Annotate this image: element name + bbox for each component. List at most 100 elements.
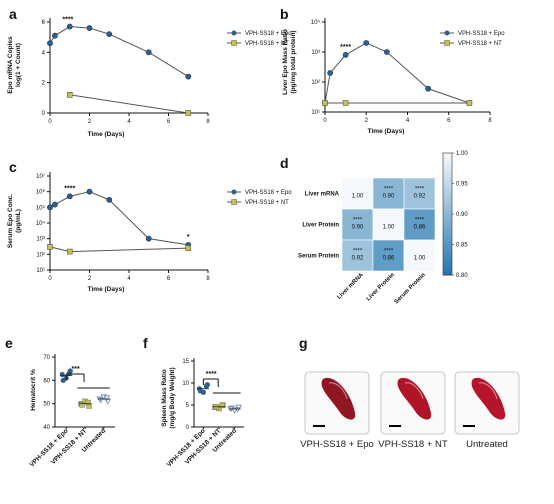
legend-marker-nt	[231, 40, 237, 46]
y-tick-label: 50	[43, 402, 50, 408]
spleen-highlight	[404, 382, 424, 400]
x-tick-label: 8	[488, 118, 492, 124]
y-tick-label: 0	[42, 111, 46, 117]
point-nt	[219, 402, 225, 409]
colorbar-segment	[443, 177, 452, 181]
heatmap-row-label: Liver Protein	[302, 223, 339, 229]
data-point-nt	[342, 100, 349, 106]
photo-card	[380, 371, 446, 435]
data-point-nt	[185, 110, 192, 116]
y-tick-label: 6	[42, 20, 46, 26]
legend-label: VPH-SS18 + Epo	[458, 31, 505, 37]
point-epo	[197, 388, 203, 394]
x-tick-label: 0	[48, 276, 52, 282]
data-point-epo	[106, 196, 113, 203]
colorbar-segment	[443, 235, 452, 239]
c-ylabel: Serum Epo Conc.(pg/mL)	[7, 194, 22, 248]
y-tick-label: 10²	[311, 80, 320, 86]
colorbar-segment	[443, 259, 452, 264]
legend-marker-epo	[444, 30, 450, 36]
point-untreated	[103, 395, 111, 402]
heatmap-star: ****	[384, 187, 394, 193]
photo-card	[454, 371, 520, 435]
colorbar-segment	[443, 159, 452, 163]
heatmap-row-label: Liver mRNA	[305, 192, 340, 198]
colorbar-segment	[443, 186, 452, 191]
colorbar-segment	[443, 183, 452, 188]
colorbar-segment	[443, 171, 452, 175]
spleen-image	[471, 377, 506, 420]
colorbar-segment	[443, 162, 452, 166]
significance-mark: ****	[340, 44, 351, 51]
colorbar-tick-label: 1.00	[456, 151, 468, 157]
spleen-highlight	[328, 382, 348, 400]
y-tick-label: 10¹	[36, 268, 45, 274]
heatmap-row-label: Serum Protein	[298, 254, 339, 260]
heatmap-cell	[403, 208, 436, 241]
colorbar-segment	[443, 223, 452, 227]
x-tick-label: 2	[88, 119, 92, 125]
colorbar-segment	[443, 189, 452, 194]
legend-marker-nt	[444, 40, 450, 46]
legend-marker-epo	[231, 30, 237, 36]
photo-caption: Untreated	[466, 439, 508, 450]
point-untreated	[228, 405, 236, 412]
heatmap-value: 0.92	[352, 256, 364, 262]
photo-card	[304, 371, 370, 435]
y-tick-label: 10³	[311, 50, 320, 56]
data-point-nt	[466, 100, 473, 106]
chart-b: Liver Epo Mass Ratio(pg/mg total protein…	[282, 18, 505, 135]
heatmap-star: ****	[353, 218, 363, 224]
panel-label-a: a	[9, 6, 17, 22]
x-tick-label: 2	[88, 276, 92, 282]
colorbar-segment	[443, 195, 452, 200]
legend-label: VPH-SS18 + NT	[245, 41, 289, 47]
heatmap-value: 1.00	[383, 225, 395, 231]
significance-mark: ***	[72, 366, 80, 373]
series-line	[324, 42, 470, 104]
data-point-epo	[342, 52, 349, 58]
y-tick-label: 10⁴	[311, 19, 321, 26]
x-tick-label: 0	[323, 118, 327, 124]
photo-caption: VPH-SS18 + NT	[378, 439, 448, 450]
photo-caption: VPH-SS18 + Epo	[300, 439, 374, 450]
colorbar-tick-label: 0.85	[456, 243, 468, 249]
colorbar-segment	[443, 250, 452, 255]
y-tick-label: 10²	[36, 252, 45, 258]
chart-d: 1.00****0.90****0.92****0.90 1.00****0.86…	[298, 151, 468, 305]
heatmap-star: ****	[353, 249, 363, 255]
colorbar-segment	[443, 271, 452, 276]
point-untreated	[97, 397, 105, 404]
y-tick-label: 4	[42, 50, 46, 56]
y-tick-label: 40	[43, 425, 50, 431]
colorbar-segment	[443, 220, 452, 224]
series-line	[49, 26, 189, 78]
x-tick-label: 2	[365, 118, 369, 124]
data-point-epo	[145, 235, 152, 242]
chart-a: Epo mRNA Copieslog(1 + Count) Time (Days…	[7, 17, 292, 138]
significance-mark: ****	[206, 371, 217, 378]
colorbar-segment	[443, 198, 452, 203]
data-point-epo	[106, 31, 113, 38]
data-point-epo	[86, 188, 93, 195]
x-tick-label: 6	[447, 118, 451, 124]
e-ylabel: Hematocrit %	[30, 369, 37, 411]
spleen-image	[397, 377, 432, 420]
heatmap-value: 0.92	[414, 194, 426, 200]
data-point-epo	[383, 49, 390, 55]
colorbar-segment	[443, 238, 452, 242]
colorbar-segment	[443, 262, 452, 267]
colorbar-segment	[443, 201, 452, 206]
colorbar-segment	[443, 210, 452, 215]
heatmap-cell	[403, 177, 436, 210]
y-tick-label: 0	[186, 425, 190, 431]
heatmap-value: 1.00	[414, 256, 426, 262]
point-epo	[60, 377, 66, 383]
colorbar-segment	[443, 156, 452, 160]
data-point-nt	[47, 244, 53, 250]
heatmap-star: ****	[415, 187, 425, 193]
colorbar-segment	[443, 241, 452, 245]
heatmap-col-label: Serum Protein	[394, 272, 427, 305]
